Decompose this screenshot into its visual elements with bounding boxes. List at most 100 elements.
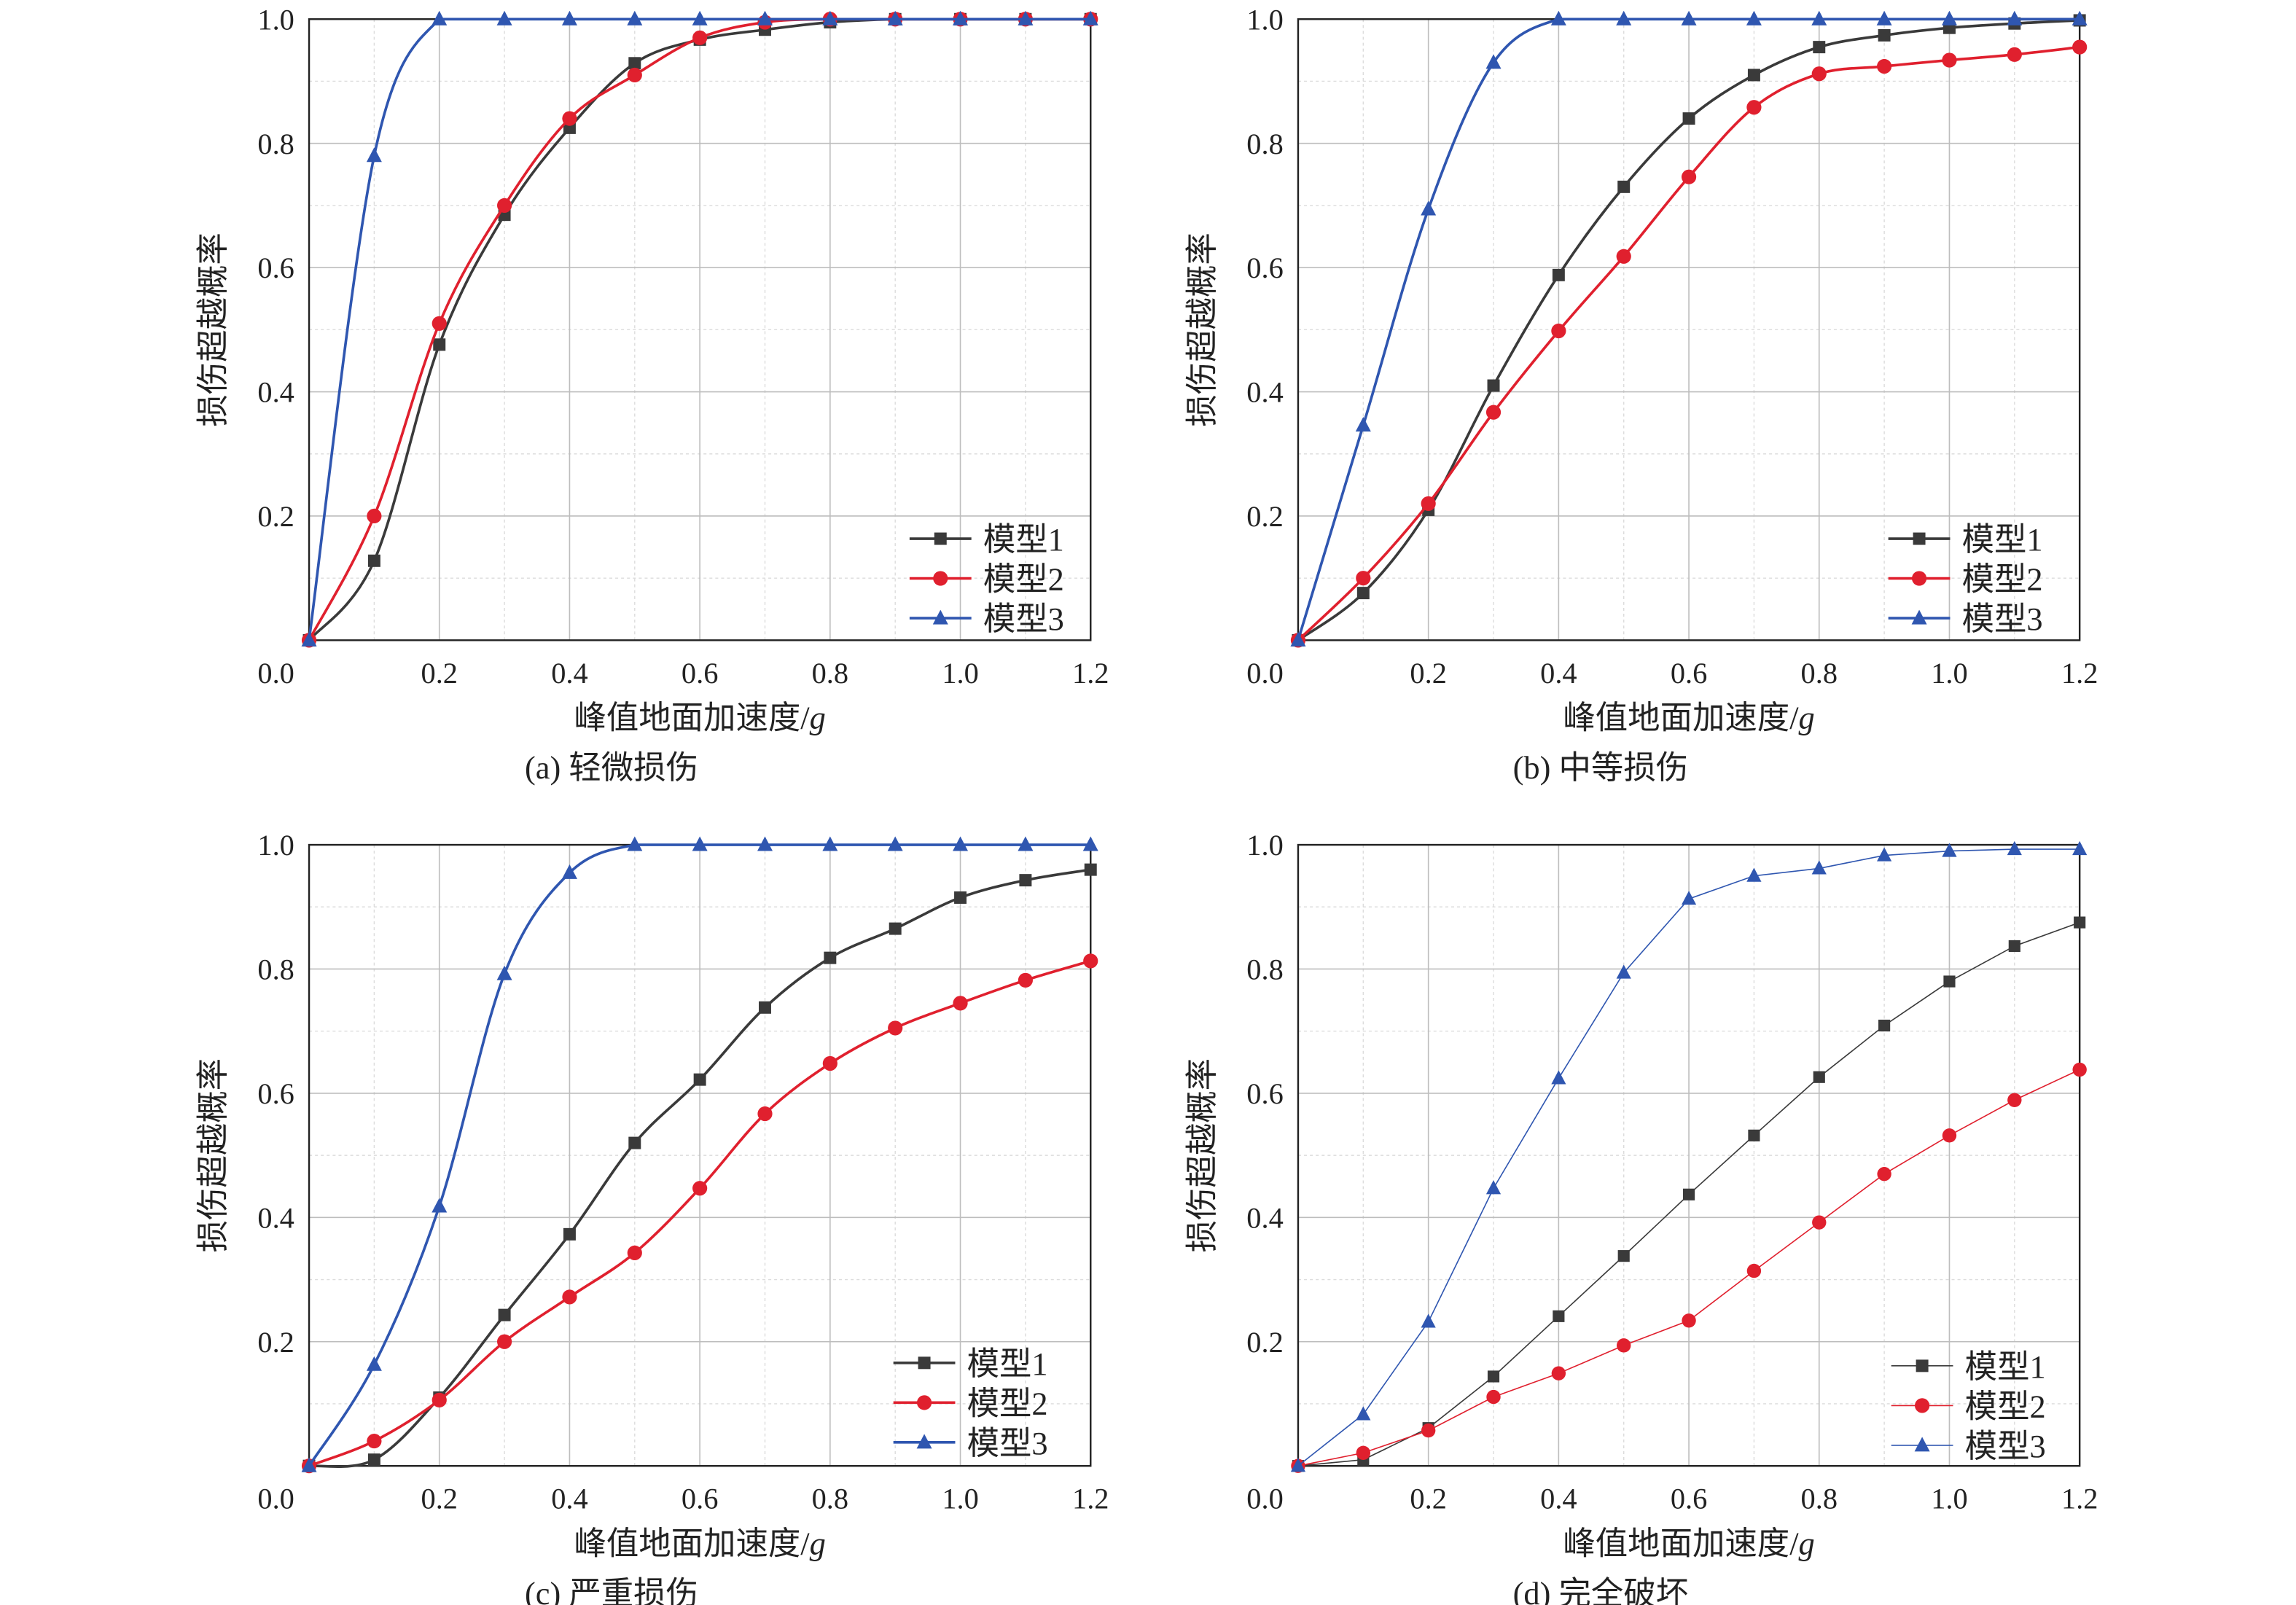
series-3 (1290, 10, 2088, 647)
y-tick-label: 0.6 (257, 1077, 294, 1110)
x-tick-label: 0.8 (812, 657, 848, 690)
data-point (954, 891, 967, 904)
legend-marker (918, 1356, 931, 1370)
data-point (1746, 100, 1762, 115)
x-axis-label-unit: g (1799, 1525, 1815, 1561)
data-point (2072, 840, 2088, 856)
data-point (2074, 916, 2086, 929)
legend-label: 模型1 (1965, 1348, 2046, 1385)
data-point (757, 10, 773, 26)
legend-label: 模型2 (983, 561, 1064, 598)
data-point (432, 10, 448, 26)
data-point (1019, 874, 1032, 887)
data-point (1813, 1071, 1825, 1083)
data-point (1421, 1423, 1436, 1438)
data-point (1941, 10, 1957, 26)
panel-caption: (a) 轻微损伤 (525, 749, 698, 786)
legend-label: 模型1 (983, 521, 1064, 558)
data-point (889, 922, 902, 935)
x-tick-label: 0.6 (1671, 657, 1707, 690)
legend-item: 模型2 (1888, 561, 2043, 598)
data-point (563, 1227, 576, 1241)
data-point (1746, 1263, 1762, 1278)
y-tick-label: 0.8 (257, 128, 294, 160)
x-tick-label: 0.2 (421, 657, 458, 690)
x-axis-label: 峰值地面加速度/g (1563, 1525, 1814, 1561)
x-tick-label: 0.6 (682, 1483, 718, 1515)
x-axis-label-unit: g (1799, 700, 1815, 736)
data-point (887, 10, 903, 26)
legend-label: 模型3 (983, 601, 1064, 637)
x-tick-label: 1.0 (942, 657, 978, 690)
legend-marker (916, 1395, 932, 1410)
data-point (2072, 39, 2088, 55)
origin-tick-label: 0.0 (1246, 657, 1283, 690)
legend-item: 模型3 (1891, 1428, 2046, 1464)
data-point (561, 864, 577, 879)
x-tick-label: 1.0 (1931, 1483, 1967, 1515)
legend-item: 模型2 (893, 1385, 1048, 1421)
data-point (1356, 587, 1370, 600)
legend-marker (1911, 571, 1927, 586)
data-point (628, 57, 641, 70)
x-tick-label: 1.0 (1931, 657, 1967, 690)
x-tick-label: 0.4 (1540, 1483, 1577, 1515)
data-point (1682, 1188, 1695, 1200)
legend-marker (1914, 1437, 1930, 1452)
data-point (301, 1457, 317, 1472)
data-point (1616, 964, 1631, 979)
data-point (1616, 249, 1631, 264)
data-point (496, 10, 512, 26)
x-tick-label: 0.6 (682, 657, 718, 690)
legend-item: 模型2 (909, 561, 1064, 598)
data-point (1943, 975, 1956, 988)
data-point (1942, 52, 1957, 68)
data-point (1552, 268, 1565, 281)
x-tick-label: 0.2 (1410, 657, 1446, 690)
x-axis-label: 峰值地面加速度/g (1563, 700, 1814, 736)
y-axis-label: 损伤超越概率 (1184, 1058, 1220, 1252)
data-point (1551, 1366, 1566, 1381)
data-point (757, 1106, 773, 1122)
data-point (1290, 1458, 1306, 1472)
data-point (1421, 200, 1437, 216)
y-tick-label: 0.2 (257, 500, 294, 533)
data-point (1485, 405, 1502, 420)
legend-label: 模型3 (1962, 601, 2043, 637)
y-tick-label: 0.6 (1246, 251, 1283, 284)
data-point (757, 836, 773, 851)
x-tick-label: 0.2 (1410, 1483, 1446, 1515)
data-point (1617, 1338, 1631, 1353)
x-axis-label-text: 峰值地面加速度/ (574, 1525, 810, 1561)
data-point (1082, 836, 1098, 851)
y-tick-label: 0.8 (1246, 953, 1283, 986)
data-point (1356, 571, 1371, 586)
data-point (953, 996, 968, 1011)
data-point (561, 10, 577, 26)
x-axis-label-unit: g (810, 1525, 826, 1561)
data-point (1355, 417, 1371, 432)
legend-item: 模型1 (893, 1346, 1048, 1382)
x-axis-label: 峰值地面加速度/g (574, 1525, 825, 1561)
data-point (1878, 28, 1891, 42)
data-point (1877, 1166, 1891, 1182)
y-tick-label: 0.2 (257, 1326, 294, 1359)
y-tick-label: 1.0 (1246, 829, 1283, 862)
legend-label: 模型3 (1965, 1428, 2046, 1464)
origin-tick-label: 0.0 (257, 657, 294, 690)
data-point (1682, 1313, 1696, 1328)
panel-caption: (d) 完全破坏 (1513, 1575, 1689, 1605)
data-point (1018, 10, 1034, 26)
x-axis-label-text: 峰值地面加速度/ (574, 700, 810, 736)
data-point (627, 1245, 642, 1260)
data-point (1290, 631, 1306, 647)
y-tick-label: 0.8 (1246, 128, 1283, 160)
data-point (432, 316, 447, 331)
data-point (1813, 41, 1826, 54)
data-point (2007, 1093, 2022, 1107)
y-tick-label: 0.6 (1246, 1077, 1283, 1110)
data-point (1617, 180, 1631, 193)
legend-label: 模型2 (967, 1385, 1048, 1421)
data-point (1746, 867, 1762, 882)
